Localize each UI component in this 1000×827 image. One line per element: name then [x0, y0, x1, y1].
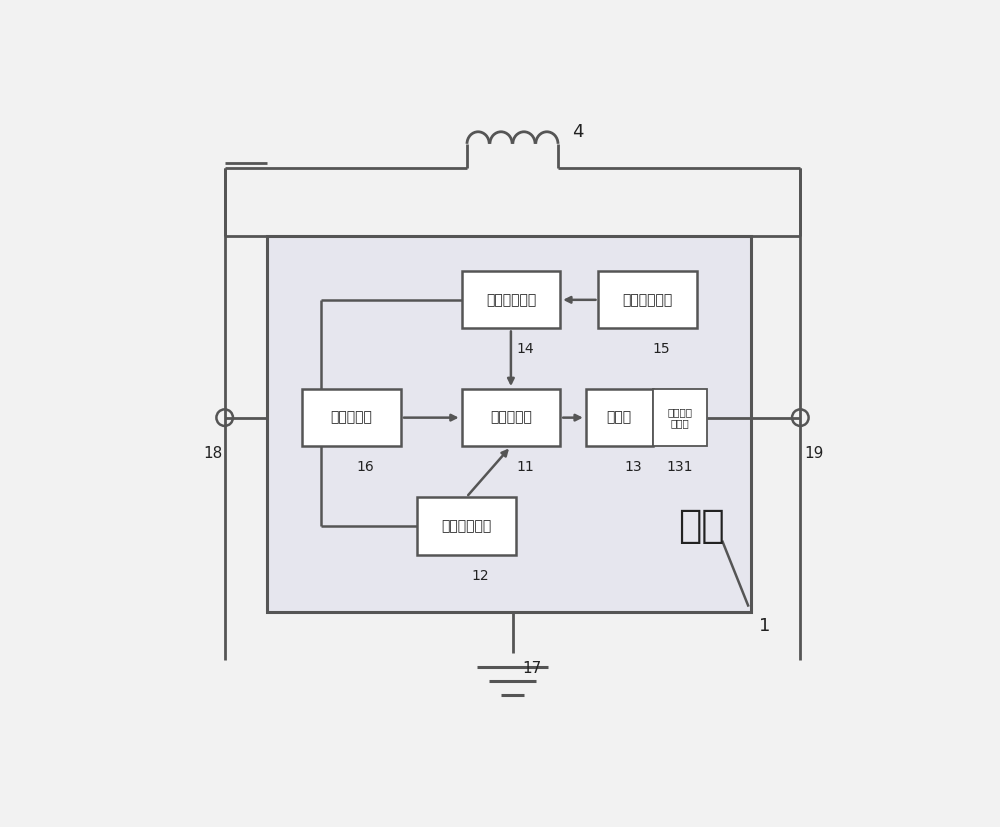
FancyBboxPatch shape	[586, 389, 653, 447]
FancyBboxPatch shape	[417, 497, 516, 555]
Text: 19: 19	[805, 447, 824, 461]
Text: 4: 4	[572, 122, 584, 141]
Text: 震荡发生器: 震荡发生器	[490, 411, 532, 424]
Text: 频率调节装置: 频率调节装置	[486, 293, 536, 307]
Text: 15: 15	[653, 342, 671, 356]
Text: 1: 1	[759, 617, 770, 635]
Text: 11: 11	[516, 461, 534, 475]
FancyBboxPatch shape	[653, 389, 707, 447]
Text: 14: 14	[516, 342, 534, 356]
FancyBboxPatch shape	[462, 271, 560, 328]
Text: 占空比调节器: 占空比调节器	[441, 519, 491, 533]
FancyBboxPatch shape	[462, 389, 560, 447]
Text: 电源稳压器: 电源稳压器	[331, 411, 373, 424]
FancyBboxPatch shape	[267, 237, 751, 612]
Text: 17: 17	[522, 661, 541, 676]
Text: 芯片: 芯片	[678, 507, 725, 545]
Text: 温度补偿装置: 温度补偿装置	[623, 293, 673, 307]
Text: 18: 18	[204, 447, 223, 461]
Text: 131: 131	[666, 461, 693, 475]
FancyBboxPatch shape	[302, 389, 401, 447]
Text: 驱动器: 驱动器	[607, 411, 632, 424]
FancyBboxPatch shape	[598, 271, 697, 328]
Text: 13: 13	[624, 461, 642, 475]
Text: 16: 16	[357, 461, 375, 475]
Text: 12: 12	[471, 568, 489, 582]
Text: 内置续流
二极管: 内置续流 二极管	[667, 407, 692, 428]
